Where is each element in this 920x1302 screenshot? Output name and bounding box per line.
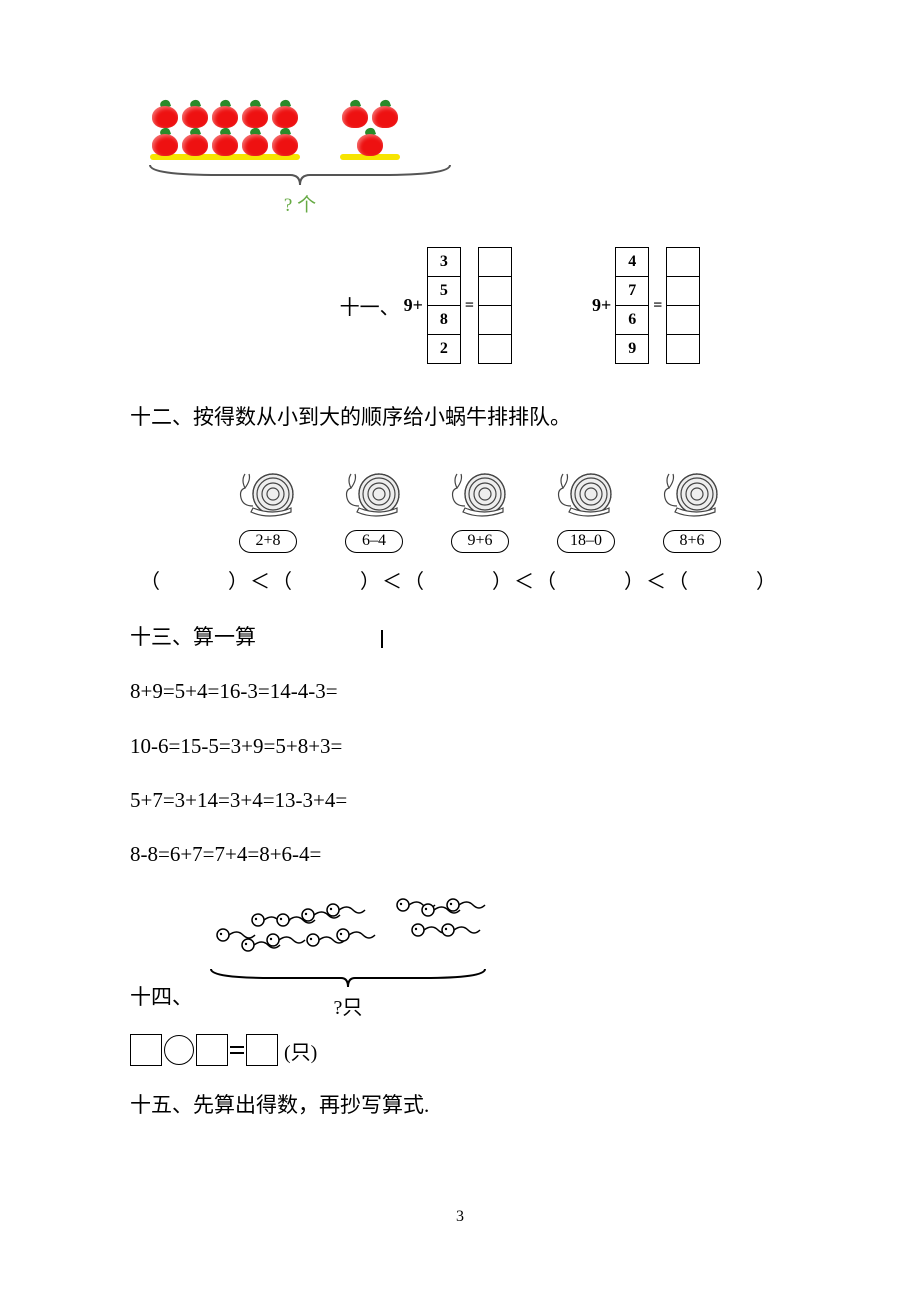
cell: 6 xyxy=(616,306,649,335)
apple-icon xyxy=(150,100,180,128)
equals-1: = xyxy=(465,297,474,315)
section-11: 十一、 9+ 3 5 8 2 = 9+ 4 7 6 9 = xyxy=(250,247,790,364)
calc-line: 10-6=15-5=3+9=5+8+3= xyxy=(130,723,790,769)
calc-line: 8-8=6+7=7+4=8+6-4= xyxy=(130,831,790,877)
cell: 2 xyxy=(427,335,460,364)
apples-question-label: ? 个 xyxy=(140,190,460,217)
snail-item: 8+6 xyxy=(653,468,731,553)
compare-blanks[interactable]: （ ）＜（ ）＜（ ）＜（ ）＜（ ） xyxy=(130,565,790,594)
apple-icon xyxy=(240,128,270,156)
tadpoles-brace xyxy=(203,965,493,991)
apple-icon xyxy=(270,100,300,128)
eq-block-right: 9+ 4 7 6 9 = xyxy=(592,247,700,364)
sec11-lead-1: 9+ xyxy=(404,295,423,316)
snail-item: 6–4 xyxy=(335,468,413,553)
sec15-title: 十五、先算出得数，再抄写算式. xyxy=(130,1082,790,1128)
snail-expression: 8+6 xyxy=(663,530,721,553)
snail-item: 9+6 xyxy=(441,468,519,553)
cell: 4 xyxy=(616,248,649,277)
table-right-in: 4 7 6 9 xyxy=(615,247,649,364)
tadpoles-question: ?只 xyxy=(334,991,363,1020)
sec13-title: 十三、算一算 xyxy=(130,614,790,660)
snails-row: 2+8 6–4 9+6 xyxy=(170,468,790,553)
section-14: 十四、 xyxy=(130,885,790,1020)
table-left-out[interactable] xyxy=(478,247,512,364)
snail-item: 18–0 xyxy=(547,468,625,553)
apple-icon xyxy=(355,128,385,156)
snail-expression: 6–4 xyxy=(345,530,403,553)
cell: 5 xyxy=(427,277,460,306)
snail-expression: 18–0 xyxy=(557,530,615,553)
apple-icon xyxy=(270,128,300,156)
table-right-out[interactable] xyxy=(666,247,700,364)
apple-group-left xyxy=(150,100,300,160)
apple-icon xyxy=(150,128,180,156)
tadpoles-figure xyxy=(203,885,493,965)
apple-icon xyxy=(340,100,370,128)
page-number: 3 xyxy=(130,1208,790,1226)
apple-icon xyxy=(210,100,240,128)
apple-icon xyxy=(370,100,400,128)
apple-icon xyxy=(180,100,210,128)
equation-boxes[interactable]: (只) xyxy=(130,1034,790,1066)
cell: 7 xyxy=(616,277,649,306)
calc-line: 5+7=3+14=3+4=13-3+4= xyxy=(130,777,790,823)
apple-group-right xyxy=(340,100,400,160)
operand-box[interactable] xyxy=(130,1034,162,1066)
cell: 8 xyxy=(427,306,460,335)
table-left-in: 3 5 8 2 xyxy=(427,247,461,364)
cell: 3 xyxy=(427,248,460,277)
snail-expression: 9+6 xyxy=(451,530,509,553)
equals-2: = xyxy=(653,297,662,315)
unit-label: (只) xyxy=(284,1036,317,1065)
apple-icon xyxy=(210,128,240,156)
sec11-prefix: 十一、 xyxy=(340,291,400,320)
cursor-icon xyxy=(381,630,383,648)
calc-line: 8+9=5+4=16-3=14-4-3= xyxy=(130,668,790,714)
equals-icon xyxy=(230,1044,244,1056)
eq-block-left: 十一、 9+ 3 5 8 2 = xyxy=(340,247,512,364)
sec12-title: 十二、按得数从小到大的顺序给小蜗牛排排队。 xyxy=(130,394,790,440)
snail-item: 2+8 xyxy=(229,468,307,553)
sec13-title-text: 十三、算一算 xyxy=(130,625,256,649)
apples-figure: ? 个 xyxy=(130,100,790,217)
result-box[interactable] xyxy=(246,1034,278,1066)
operator-circle[interactable] xyxy=(164,1035,194,1065)
sec11-lead-2: 9+ xyxy=(592,295,611,316)
apples-brace xyxy=(140,160,460,190)
operand-box[interactable] xyxy=(196,1034,228,1066)
apple-icon xyxy=(240,100,270,128)
sec14-prefix: 十四、 xyxy=(130,974,193,1020)
cell: 9 xyxy=(616,335,649,364)
snail-expression: 2+8 xyxy=(239,530,297,553)
apple-icon xyxy=(180,128,210,156)
